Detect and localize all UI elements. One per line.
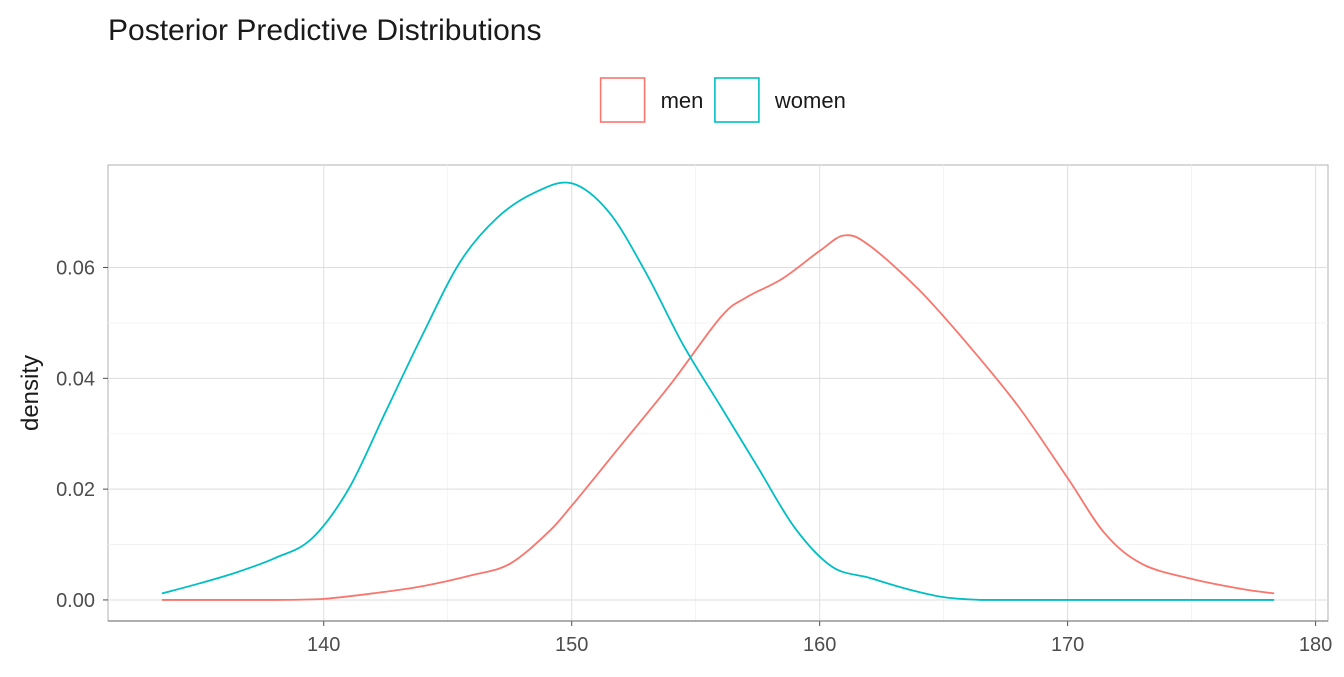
y-tick-label: 0.00 — [56, 590, 95, 612]
x-tick-label: 170 — [1051, 634, 1084, 656]
series-lines — [161, 181, 1275, 601]
x-tick-label: 150 — [555, 634, 588, 656]
chart-title: Posterior Predictive Distributions — [108, 14, 542, 47]
x-tick-label: 180 — [1299, 634, 1332, 656]
legend-item-women: women — [714, 77, 846, 123]
legend-label: men — [661, 88, 704, 113]
legend-label: women — [774, 88, 846, 113]
legend-key-women — [714, 77, 760, 123]
x-tick-label: 140 — [307, 634, 340, 656]
y-tick-label: 0.02 — [56, 479, 95, 501]
legend-item-men: men — [599, 77, 704, 123]
plot-panel — [107, 164, 1329, 622]
y-tick-label: 0.06 — [56, 258, 95, 280]
legend: men women — [599, 77, 846, 123]
y-axis-label: density — [17, 355, 44, 431]
series-line-men — [161, 234, 1275, 601]
y-tick-label: 0.04 — [56, 368, 95, 390]
y-axis-ticks: 0.00 0.02 0.04 0.06 — [56, 258, 108, 612]
x-axis-ticks: 140 150 160 170 180 — [108, 620, 1332, 656]
x-tick-label: 160 — [803, 634, 836, 656]
legend-key-men — [599, 77, 646, 123]
series-line-women — [161, 181, 1275, 601]
